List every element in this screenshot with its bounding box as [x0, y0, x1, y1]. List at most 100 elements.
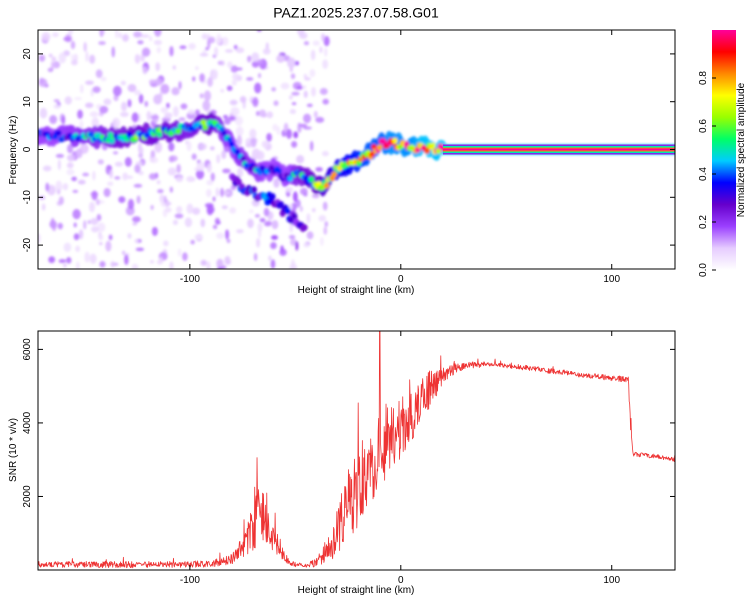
spectrogram-noise-blob: [268, 255, 272, 262]
spectrogram-noise-blob: [53, 104, 61, 109]
spectrogram-noise-blob: [72, 189, 79, 193]
spectrogram-noise-blob: [210, 172, 215, 182]
spectrogram-noise-blob: [131, 112, 139, 123]
colorbar-gradient: [712, 30, 736, 270]
spectrogram-noise-blob: [252, 97, 259, 108]
spectrogram-ridge-core: [257, 169, 263, 176]
spectrogram-noise-blob: [228, 115, 236, 121]
spectrogram-noise-blob: [66, 154, 76, 162]
spectrogram-noise-blob: [311, 86, 316, 97]
spectrogram-ridge-core: [228, 141, 235, 148]
spectrogram-noise-blob: [72, 208, 81, 220]
spectrogram-noise-blob: [288, 95, 293, 100]
spectrogram-noise-blob: [306, 213, 311, 224]
spectrogram-noise-blob: [66, 169, 75, 176]
spectrogram-xlabel: Height of straight line (km): [298, 285, 415, 296]
spectrogram-noise-blob: [177, 248, 182, 257]
spectrogram-noise-blob: [176, 163, 181, 174]
spectrogram-noise-blob: [259, 218, 266, 223]
spectrogram-noise-blob: [49, 220, 57, 229]
spectrogram-noise-blob: [296, 85, 303, 90]
spectrogram-noise-blob: [137, 112, 142, 123]
spectrogram-noise-blob: [266, 111, 274, 119]
spectrogram-noise-blob: [232, 73, 240, 81]
spectrogram-secondary-blob: [235, 178, 242, 186]
spectrogram-noise-blob: [298, 123, 308, 128]
colorbar-tick-label: 0.8: [698, 71, 709, 85]
spectrogram-noise-blob: [52, 32, 59, 38]
spectrogram-noise-blob: [157, 188, 164, 194]
spectrogram-noise-blob: [89, 111, 99, 118]
spectrogram-noise-blob: [315, 116, 325, 123]
spectrogram-noise-blob: [236, 134, 242, 146]
spectrogram-noise-blob: [98, 234, 104, 241]
spectrogram-noise-blob: [105, 240, 112, 252]
spectrogram-noise-blob: [271, 220, 279, 230]
spectrogram-ridge-core: [240, 155, 246, 162]
snr-panel: -100 0 100 2000 4000 6000 Height of straight …: [8, 330, 676, 596]
spectrogram-noise-blob: [176, 205, 183, 214]
spectrogram-noise-blob: [224, 255, 231, 265]
spectrogram-noise-blob: [132, 216, 141, 223]
spectrogram-noise-blob: [64, 96, 72, 105]
spectrogram-noise-blob: [127, 232, 132, 239]
colorbar-tick-label: 0.0: [698, 263, 709, 277]
spectrogram-noise-blob: [322, 59, 329, 69]
spectrogram-noise-blob: [122, 172, 128, 181]
spectrogram-noise-blob: [205, 46, 209, 51]
spectrogram-noise-blob: [186, 140, 192, 152]
spectrogram-noise-blob: [48, 256, 56, 264]
spectrogram-noise-blob: [216, 33, 222, 45]
spectrogram-noise-blob: [154, 30, 162, 37]
spectrogram-noise-blob: [199, 73, 205, 83]
spectrogram-noise-blob: [222, 168, 231, 174]
spectrogram-noise-blob: [273, 178, 280, 188]
spectrogram-noise-blob: [138, 93, 144, 104]
spectrogram-noise-blob: [163, 240, 169, 247]
spectrogram-noise-blob: [195, 66, 199, 71]
spectrogram-noise-blob: [323, 226, 328, 235]
spectrogram-noise-blob: [310, 49, 316, 61]
spectrogram-noise-blob: [253, 253, 258, 261]
spectrogram-noise-blob: [172, 219, 179, 225]
spectrogram-noise-blob: [319, 46, 323, 54]
spectrogram-noise-blob: [103, 98, 112, 106]
spectrogram-noise-blob: [311, 208, 316, 213]
spectrogram-noise-blob: [256, 150, 265, 161]
spectrogram-noise-blob: [168, 155, 175, 163]
spectrogram-noise-blob: [160, 83, 170, 95]
spectrogram-noise-blob: [303, 73, 308, 79]
spectrogram-noise-blob: [118, 32, 122, 39]
spectrogram-noise-blob: [256, 238, 261, 248]
spectrogram-noise-blob: [149, 260, 155, 264]
spectrogram-noise-blob: [195, 169, 205, 180]
spectrogram-noise-blob: [55, 153, 65, 158]
spectrogram-noise-blob: [174, 213, 184, 219]
spectrogram-noise-blob: [313, 110, 318, 118]
spectrogram-noise-blob: [83, 41, 87, 52]
spectrogram-noise-blob: [155, 62, 161, 72]
spectrogram-ridge-core: [88, 131, 94, 138]
spectrogram-noise-blob: [220, 187, 224, 198]
spectrogram-noise-blob: [296, 154, 305, 164]
spectrogram-noise-blob: [77, 179, 86, 185]
spectrogram-ridge-core: [430, 142, 436, 149]
spectrogram-noise-blob: [58, 52, 67, 64]
spectrogram-noise-blob: [91, 190, 98, 201]
spectrogram-noise-blob: [304, 77, 311, 81]
spectrogram-noise-blob: [77, 109, 83, 120]
spectrogram-noise-blob: [245, 142, 253, 148]
spectrogram-noise-blob: [225, 229, 230, 240]
spectrogram-ytick-label: -10: [22, 190, 33, 205]
spectrogram-noise-blob: [58, 196, 64, 205]
spectrogram-ridge-core: [331, 171, 337, 178]
spectrogram-noise-blob: [39, 107, 48, 119]
spectrogram-noise-blob: [292, 191, 298, 203]
snr-ytick-label: 4000: [22, 411, 33, 434]
spectrogram-noise-blob: [321, 33, 325, 42]
spectrogram-noise-blob: [172, 106, 179, 117]
spectrogram-noise-blob: [108, 234, 113, 241]
spectrogram-noise-blob: [186, 176, 195, 183]
spectrogram-noise-blob: [100, 30, 105, 36]
spectrogram-noise-blob: [291, 91, 300, 96]
